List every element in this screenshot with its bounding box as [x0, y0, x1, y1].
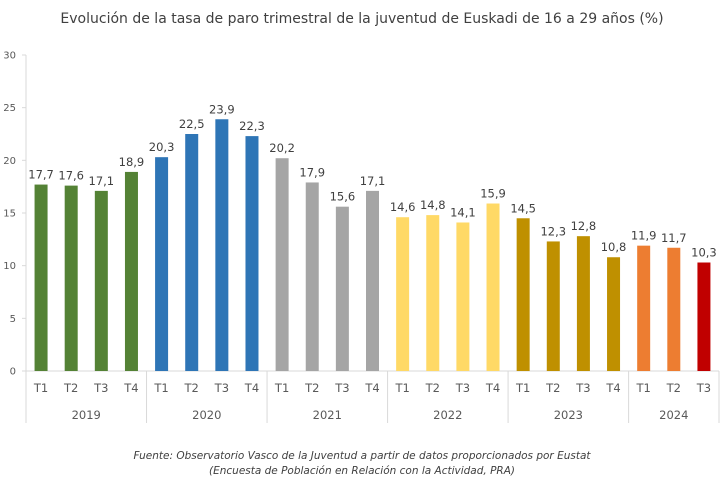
quarter-label: T2: [63, 381, 78, 395]
data-label: 14,8: [420, 198, 446, 212]
quarter-label: T1: [153, 381, 168, 395]
quarter-label: T4: [244, 381, 259, 395]
data-label: 10,3: [691, 246, 717, 260]
bar-2022-T4: [486, 203, 500, 371]
quarter-label: T2: [666, 381, 681, 395]
data-label: 17,1: [360, 174, 386, 188]
data-label: 12,3: [540, 224, 566, 238]
data-label: 20,2: [269, 141, 295, 155]
bar-2019-T2: [64, 185, 78, 371]
data-label: 23,9: [209, 102, 235, 116]
data-label: 10,8: [601, 240, 627, 254]
source-line-2: (Encuesta de Población en Relación con l…: [209, 465, 515, 477]
data-label: 11,9: [631, 229, 657, 243]
quarter-label: T4: [485, 381, 500, 395]
quarter-label: T4: [123, 381, 138, 395]
quarter-label: T2: [184, 381, 199, 395]
bar-2023-T2: [546, 241, 560, 371]
quarter-label: T3: [696, 381, 711, 395]
bar-2019-T3: [94, 190, 108, 371]
bar-2021-T3: [335, 206, 349, 371]
data-label: 18,9: [119, 155, 145, 169]
quarter-label: T1: [33, 381, 48, 395]
quarter-label: T4: [364, 381, 379, 395]
year-label: 2024: [659, 408, 688, 422]
year-label: 2022: [433, 408, 462, 422]
bar-2021-T2: [305, 182, 319, 371]
quarter-label: T1: [636, 381, 651, 395]
quarter-label: T2: [425, 381, 440, 395]
bar-2020-T4: [245, 136, 259, 371]
quarter-label: T1: [274, 381, 289, 395]
data-label: 22,3: [239, 119, 265, 133]
data-label: 17,9: [299, 165, 325, 179]
bar-2019-T1: [34, 184, 48, 371]
quarter-label: T2: [545, 381, 560, 395]
bar-2023-T4: [607, 257, 621, 371]
quarter-label: T3: [575, 381, 590, 395]
quarter-label: T3: [214, 381, 229, 395]
chart-title: Evolución de la tasa de paro trimestral …: [60, 11, 663, 27]
bar-2020-T3: [215, 119, 229, 372]
y-tick-label: 10: [3, 261, 16, 272]
bar-2019-T4: [124, 171, 138, 371]
quarter-label: T3: [455, 381, 470, 395]
data-label: 15,6: [330, 190, 356, 204]
quarter-label: T1: [394, 381, 409, 395]
bar-2024-T2: [667, 247, 681, 371]
quarter-label: T2: [304, 381, 319, 395]
quarter-label: T3: [93, 381, 108, 395]
y-tick-label: 25: [3, 103, 16, 114]
bar-2024-T1: [637, 245, 651, 371]
y-tick-label: 15: [3, 209, 16, 220]
bar-2020-T1: [155, 157, 169, 371]
data-label: 22,5: [179, 117, 205, 131]
year-label: 2021: [313, 408, 342, 422]
y-tick-label: 20: [3, 156, 16, 167]
data-label: 17,1: [89, 174, 115, 188]
data-label: 17,6: [58, 169, 84, 183]
data-label: 11,7: [661, 231, 687, 245]
bar-2023-T3: [576, 236, 590, 371]
y-tick-label: 30: [3, 51, 16, 62]
quarter-label: T3: [334, 381, 349, 395]
bar-2020-T2: [185, 134, 199, 371]
data-label: 20,3: [149, 140, 175, 154]
bar-2021-T1: [275, 158, 289, 371]
data-label: 14,1: [450, 205, 476, 219]
bar-2021-T4: [366, 190, 379, 371]
bar-2024-T3: [697, 262, 711, 371]
data-label: 14,5: [510, 201, 536, 215]
bar-2022-T3: [456, 222, 470, 371]
year-label: 2020: [192, 408, 221, 422]
bar-2022-T1: [396, 217, 410, 371]
data-label: 17,7: [28, 168, 54, 182]
y-tick-label: 5: [10, 314, 16, 325]
quarter-label: T4: [605, 381, 620, 395]
data-label: 12,8: [571, 219, 597, 233]
data-label: 15,9: [480, 187, 506, 201]
y-tick-label: 0: [10, 367, 16, 378]
bar-2022-T2: [426, 215, 440, 371]
quarter-label: T1: [515, 381, 530, 395]
bar-2023-T1: [516, 218, 530, 371]
year-label: 2019: [72, 408, 101, 422]
data-label: 14,6: [390, 200, 416, 214]
year-label: 2023: [554, 408, 583, 422]
source-line-1: Fuente: Observatorio Vasco de la Juventu…: [133, 450, 591, 462]
